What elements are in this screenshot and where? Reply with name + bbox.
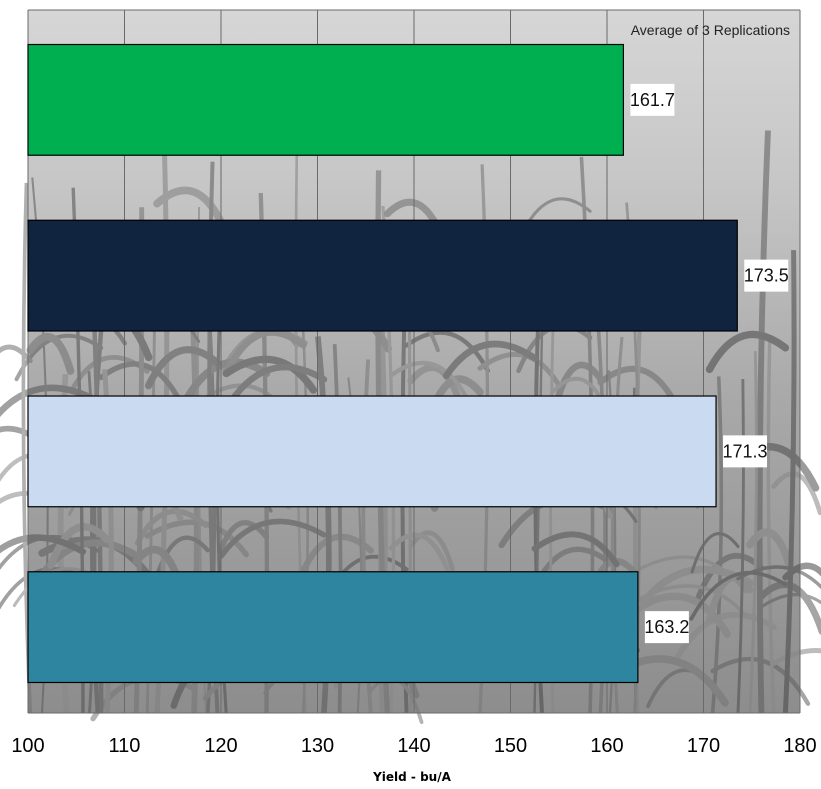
data-label: 173.5 xyxy=(744,266,789,286)
data-label-box xyxy=(744,259,789,292)
corn-leaf xyxy=(134,508,209,546)
corn-leaf xyxy=(144,346,221,390)
corn-leaf xyxy=(388,360,472,405)
corn-leaf xyxy=(404,330,491,373)
x-tick-label: 150 xyxy=(494,735,527,757)
corn-stalk xyxy=(736,378,745,714)
corn-leaf xyxy=(0,534,87,555)
corn-leaf xyxy=(442,340,538,380)
corn-leaf xyxy=(300,533,374,574)
bars xyxy=(27,43,738,684)
data-label-box xyxy=(723,435,768,468)
corn-leaf xyxy=(782,562,821,581)
x-tick-label: 170 xyxy=(687,735,720,757)
corn-leaf xyxy=(746,528,795,576)
x-tick-label: 130 xyxy=(301,735,334,757)
corn-leaf xyxy=(388,532,450,572)
data-label: 171.3 xyxy=(723,441,768,461)
data-label: 163.2 xyxy=(644,617,689,637)
corn-leaf xyxy=(531,531,620,568)
corn-leaf xyxy=(757,581,821,635)
corn-leaf xyxy=(0,344,33,364)
bar xyxy=(27,571,639,684)
x-axis-ticks: 100 110 120 130 140 150 160 170 180 xyxy=(11,735,816,757)
bar xyxy=(27,43,625,156)
data-label-box xyxy=(644,611,689,644)
corn-stalk xyxy=(748,351,758,714)
x-tick-label: 180 xyxy=(783,735,816,757)
corn-leaf xyxy=(218,518,327,559)
corn-stalk xyxy=(782,250,797,714)
x-axis-label: Yield - bu/A xyxy=(372,770,451,784)
corn-leaf xyxy=(47,523,111,569)
data-label: 161.7 xyxy=(630,90,675,110)
bar xyxy=(27,219,738,332)
x-tick-label: 110 xyxy=(109,735,141,757)
annotation-text: Average of 3 Replications xyxy=(631,22,790,38)
bar xyxy=(27,395,717,508)
corn-stalk xyxy=(756,130,771,714)
x-tick-label: 160 xyxy=(590,735,623,757)
corn-leaf xyxy=(154,535,210,580)
corn-leaf xyxy=(771,471,821,516)
corn-leaf xyxy=(224,328,307,374)
corn-leaf xyxy=(408,530,455,572)
data-labels: 161.7 173.5 171.3 163.2 xyxy=(630,83,789,644)
corn-leaf xyxy=(633,592,732,638)
corn-leaf xyxy=(26,332,75,375)
corn-leaf xyxy=(690,532,740,574)
x-tick-label: 120 xyxy=(204,735,237,757)
data-label-box xyxy=(630,83,675,116)
x-tick-label: 140 xyxy=(397,735,430,757)
x-tick-label: 100 xyxy=(11,735,44,757)
corn-leaf xyxy=(153,186,227,230)
corn-leaf xyxy=(217,519,270,555)
corn-leaf xyxy=(0,384,102,418)
corn-leaf xyxy=(689,570,788,621)
corn-leaf xyxy=(710,656,811,706)
corn-leaf xyxy=(759,593,821,609)
corn-leaf xyxy=(705,330,790,374)
corn-leaf xyxy=(222,355,318,394)
